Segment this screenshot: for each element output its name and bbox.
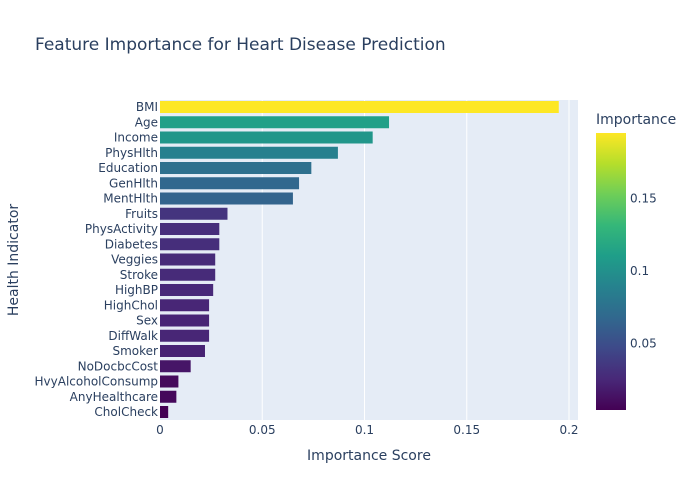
bar-veggies <box>160 253 216 266</box>
bar-hvyalcoholconsump <box>160 375 179 388</box>
bar-cholcheck <box>160 406 169 418</box>
y-tick-label: AnyHealthcare <box>70 390 158 404</box>
bar-fruits <box>160 207 228 220</box>
y-tick-label: Stroke <box>120 268 158 282</box>
bar-nodocbccost <box>160 360 191 373</box>
bars <box>160 101 559 418</box>
y-tick-label: Smoker <box>113 344 159 358</box>
y-axis-title: Health Indicator <box>6 204 22 317</box>
bar-income <box>160 131 373 144</box>
chart-title: Feature Importance for Heart Disease Pre… <box>35 35 446 55</box>
x-tick-label: 0 <box>156 423 164 437</box>
y-tick-label: Income <box>114 131 158 145</box>
bar-age <box>160 116 390 129</box>
y-tick-label: Fruits <box>125 207 158 221</box>
y-tick-label: GenHlth <box>109 176 158 190</box>
bar-physhlth <box>160 146 338 159</box>
bar-diabetes <box>160 238 220 251</box>
y-tick-label: Age <box>135 115 158 129</box>
colorbar-tick-label: 0.1 <box>630 264 649 278</box>
y-tick-label: MentHlth <box>103 192 158 206</box>
colorbar-tick-label: 0.05 <box>630 336 657 350</box>
bar-bmi <box>160 101 559 113</box>
bar-highchol <box>160 299 210 312</box>
bar-stroke <box>160 268 216 281</box>
y-tick-label: CholCheck <box>94 405 158 419</box>
bar-education <box>160 162 312 174</box>
y-tick-label: HighBP <box>115 283 158 297</box>
x-tick-label: 0.05 <box>249 423 276 437</box>
y-tick-label: NoDocbcCost <box>78 359 159 373</box>
x-tick-label: 0.1 <box>355 423 374 437</box>
y-tick-label: Education <box>98 161 158 175</box>
x-axis-title: Importance Score <box>307 448 431 464</box>
y-tick-label: DiffWalk <box>108 329 158 343</box>
bar-diffwalk <box>160 329 210 342</box>
bar-genhlth <box>160 177 300 190</box>
y-tick-label: Veggies <box>111 253 158 267</box>
y-tick-label: HvyAlcoholConsump <box>35 375 158 389</box>
bar-anyhealthcare <box>160 390 177 403</box>
y-tick-label: Sex <box>136 314 158 328</box>
x-tick-label: 0.2 <box>559 423 578 437</box>
colorbar-tick-label: 0.15 <box>630 191 657 205</box>
colorbar-gradient <box>596 133 626 410</box>
y-tick-label: BMI <box>136 100 158 114</box>
bar-highbp <box>160 284 214 296</box>
colorbar: Importance 0.05 0.1 0.15 <box>596 112 676 410</box>
y-tick-label: HighChol <box>104 298 158 312</box>
bar-smoker <box>160 345 205 357</box>
x-tick-label: 0.15 <box>453 423 480 437</box>
bar-sex <box>160 314 210 327</box>
bar-menthlth <box>160 192 293 205</box>
colorbar-title: Importance <box>596 112 676 128</box>
y-tick-label: Diabetes <box>105 237 158 251</box>
colorbar-tick-labels: 0.05 0.1 0.15 <box>630 191 657 350</box>
y-tick-label: PhysActivity <box>85 222 158 236</box>
y-tick-label: PhysHlth <box>105 146 158 160</box>
x-axis-tick-labels: 0 0.05 0.1 0.15 0.2 <box>156 423 578 437</box>
bar-physactivity <box>160 223 220 235</box>
